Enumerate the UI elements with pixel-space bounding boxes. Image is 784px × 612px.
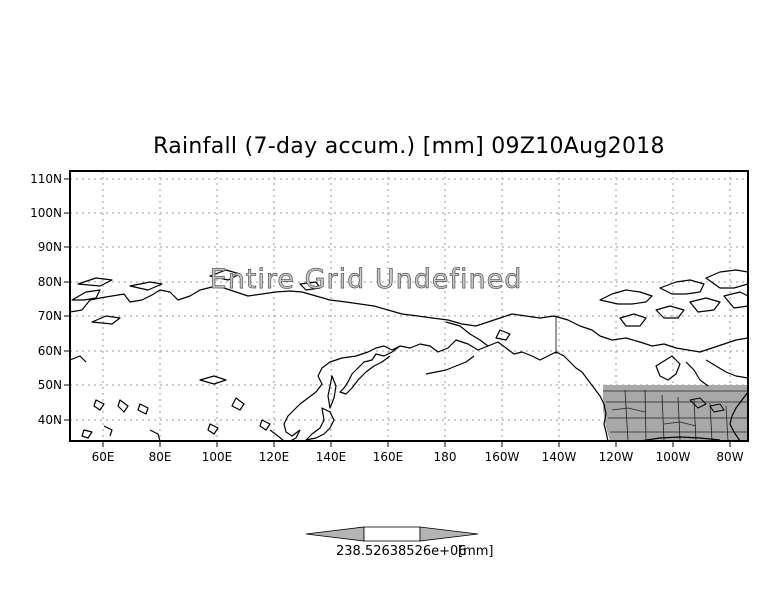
undefined-grid-message: Entire Grid Undefined (210, 264, 523, 295)
lat-label: 50N (38, 378, 62, 392)
lat-label: 80N (38, 275, 62, 289)
kamchatka-coast (339, 345, 401, 395)
rainfall-data-region (603, 385, 748, 441)
state-boundaries (603, 389, 748, 441)
lat-label: 110N (30, 172, 62, 186)
lon-label: 100E (202, 450, 233, 464)
axis-ticks (64, 178, 731, 447)
lat-label: 70N (38, 309, 62, 323)
coastlines (70, 269, 748, 441)
colorbar-right-arrow (419, 526, 479, 542)
plot-frame (69, 170, 749, 442)
lon-label: 140W (542, 450, 577, 464)
lon-label: 180 (434, 450, 457, 464)
lon-label: 120E (259, 450, 290, 464)
lat-label: 90N (38, 240, 62, 254)
alaska-coast (487, 313, 601, 337)
lon-label: 60E (92, 450, 115, 464)
lon-label: 80W (716, 450, 743, 464)
eurasia-arctic-coast (70, 286, 489, 327)
colorbar-value-label: 238.52638526e+06 (336, 544, 467, 559)
lat-labels: 110N 100N 90N 80N 70N 60N 50N 40N (30, 172, 62, 427)
lon-label: 160E (373, 450, 404, 464)
lon-label: 80E (149, 450, 172, 464)
lat-label: 60N (38, 344, 62, 358)
lon-label: 140E (316, 450, 347, 464)
colorbar-left-arrow (305, 526, 365, 542)
map-title: Rainfall (7-day accum.) [mm] 09Z10Aug201… (153, 134, 665, 159)
lon-label: 120W (599, 450, 634, 464)
lon-label: 100W (656, 450, 691, 464)
colorbar-unit-label: [mm] (458, 544, 494, 559)
lat-label: 40N (38, 413, 62, 427)
lon-labels: 60E 80E 100E 120E 140E 160E 180 160W 140… (92, 450, 744, 464)
colorbar (305, 526, 479, 542)
lat-label: 100N (30, 206, 62, 220)
lon-label: 160W (485, 450, 520, 464)
japan-coast (305, 407, 335, 441)
colorbar-center-box (363, 526, 421, 542)
